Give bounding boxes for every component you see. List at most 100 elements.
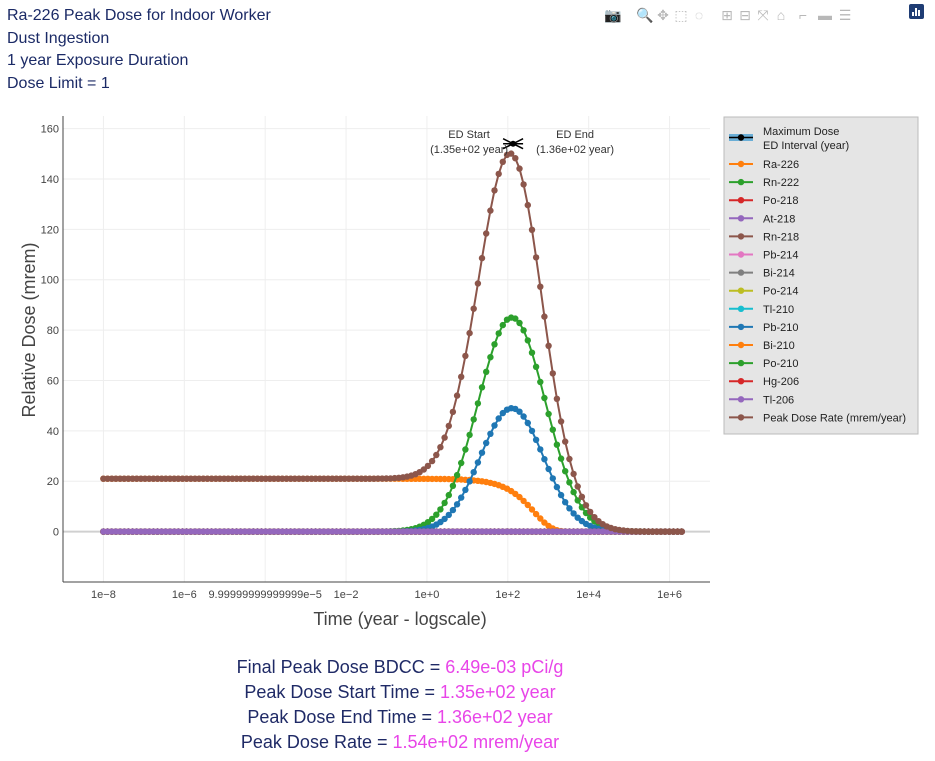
data-point (537, 378, 544, 386)
legend-item[interactable]: Po-214 (729, 286, 798, 298)
axes: 0 20 40 60 80 100 120 140 160 1e−8 1e−6 9.999999999… (41, 116, 710, 601)
result-end-time: Peak Dose End Time = 1.36e+02 year (0, 705, 800, 730)
legend-swatch-marker (737, 134, 745, 141)
data-point (441, 515, 448, 523)
data-point (495, 415, 502, 422)
data-point (462, 446, 469, 453)
data-point (441, 434, 448, 441)
result-label: Peak Dose End Time = (247, 707, 437, 727)
data-point (557, 491, 565, 499)
hover-compare-icon[interactable]: ☰ (838, 7, 852, 23)
autoscale-icon[interactable]: ⤧ (757, 7, 769, 23)
legend-swatch-marker (737, 269, 745, 276)
data-point (441, 499, 448, 507)
legend-label: Pb-214 (763, 250, 798, 262)
annotations: ED Start (1.35e+02 year) ED End (1.36e+02 y… (430, 129, 614, 156)
legend-item[interactable]: Rn-218 (729, 231, 799, 243)
legend-item[interactable]: At-218 (729, 213, 795, 225)
legend-swatch-marker (737, 233, 745, 240)
data-point (528, 226, 536, 233)
data-point (524, 419, 531, 427)
data-point (420, 466, 427, 473)
legend-label: Maximum Dose (763, 126, 839, 138)
series-rn-222 (100, 314, 685, 535)
legend-item[interactable]: Pb-214 (729, 250, 798, 262)
pan-icon[interactable]: ✥ (657, 7, 669, 23)
zoom-icon[interactable]: 🔍 (636, 7, 654, 23)
data-point (524, 201, 531, 209)
data-point (478, 449, 486, 456)
data-point (478, 254, 486, 262)
lasso-select-icon[interactable]: ◌ (694, 7, 704, 23)
results-summary: Final Peak Dose BDCC = 6.49e-03 pCi/g Pe… (0, 655, 800, 755)
data-point (570, 510, 577, 517)
data-point (578, 493, 586, 500)
data-point (433, 451, 440, 459)
data-point (549, 426, 556, 433)
legend-item[interactable]: Peak Dose Rate (mrem/year) (729, 412, 906, 424)
data-point (545, 410, 552, 418)
legend-item[interactable]: Rn-222 (729, 177, 799, 189)
legend-item[interactable]: Tl-206 (729, 394, 794, 406)
series-tl-206 (100, 528, 685, 535)
legend-item[interactable]: Po-210 (729, 358, 798, 370)
plotly-logo-icon[interactable] (909, 4, 924, 19)
legend-label: At-218 (763, 213, 795, 225)
data-point (466, 431, 473, 439)
data-point (537, 283, 544, 290)
legend-item[interactable]: Maximum Dose ED Interval (year) (729, 126, 849, 152)
legend-item[interactable]: Po-218 (729, 195, 798, 207)
data-point (532, 436, 540, 443)
data-point (570, 470, 577, 478)
data-point (470, 305, 477, 312)
data-point (574, 483, 581, 490)
data-point (470, 416, 477, 423)
zoom-in-icon[interactable]: ⊞ (721, 7, 733, 23)
data-point (428, 457, 436, 465)
y-tick-label: 40 (47, 426, 59, 438)
annotation-sub: (1.36e+02 year) (536, 144, 614, 156)
legend-item[interactable]: Bi-210 (729, 340, 795, 352)
series-peak-dose-rate-mrem-year- (100, 150, 685, 535)
data-point (437, 444, 444, 451)
result-value: 6.49e-03 pCi/g (445, 657, 564, 677)
box-select-icon[interactable]: ⬚ (674, 7, 688, 23)
data-point (508, 150, 515, 157)
y-tick-label: 60 (47, 375, 59, 387)
legend[interactable]: Maximum Dose ED Interval (year) Ra-226 Rn-2… (723, 116, 919, 435)
reset-axes-icon[interactable]: ⌂ (776, 7, 786, 23)
data-point (528, 349, 536, 356)
x-tick-label: 1e−8 (91, 589, 116, 601)
legend-item[interactable]: Pb-210 (729, 322, 798, 334)
legend-item[interactable]: Tl-210 (729, 304, 794, 316)
legend-swatch-marker (737, 305, 745, 312)
data-point (528, 427, 536, 435)
title-line-3: 1 year Exposure Duration (7, 52, 189, 69)
legend-swatch-marker (737, 160, 745, 168)
hover-closest-icon[interactable]: ▬ (818, 7, 832, 23)
legend-label: Po-210 (763, 358, 798, 370)
data-point (562, 468, 569, 475)
data-point (483, 230, 490, 237)
legend-item[interactable]: Hg-206 (729, 376, 799, 388)
chart-svg[interactable]: 0 20 40 60 80 100 120 140 160 1e−8 1e−6 9.999999999… (0, 0, 935, 645)
spike-lines-icon[interactable]: ⌐ (798, 7, 808, 23)
data-point (524, 501, 531, 509)
legend-swatch-marker (737, 414, 745, 421)
zoom-out-icon[interactable]: ⊟ (739, 7, 751, 23)
legend-label: ED Interval (year) (763, 140, 849, 152)
camera-icon[interactable]: 📷 (604, 7, 622, 23)
legend-item[interactable]: Bi-214 (729, 268, 795, 280)
result-label: Peak Dose Start Time = (244, 682, 440, 702)
annotation-sub: (1.35e+02 year) (430, 144, 508, 156)
data-point (445, 422, 452, 430)
legend-swatch-marker (737, 323, 745, 331)
legend-swatch-marker (737, 178, 745, 186)
legend-swatch-marker (737, 215, 745, 222)
legend-swatch-marker (737, 287, 745, 294)
data-point (553, 483, 561, 491)
data-point (445, 491, 452, 499)
data-point (520, 413, 527, 420)
legend-item[interactable]: Ra-226 (729, 159, 799, 171)
y-tick-label: 120 (41, 224, 59, 236)
